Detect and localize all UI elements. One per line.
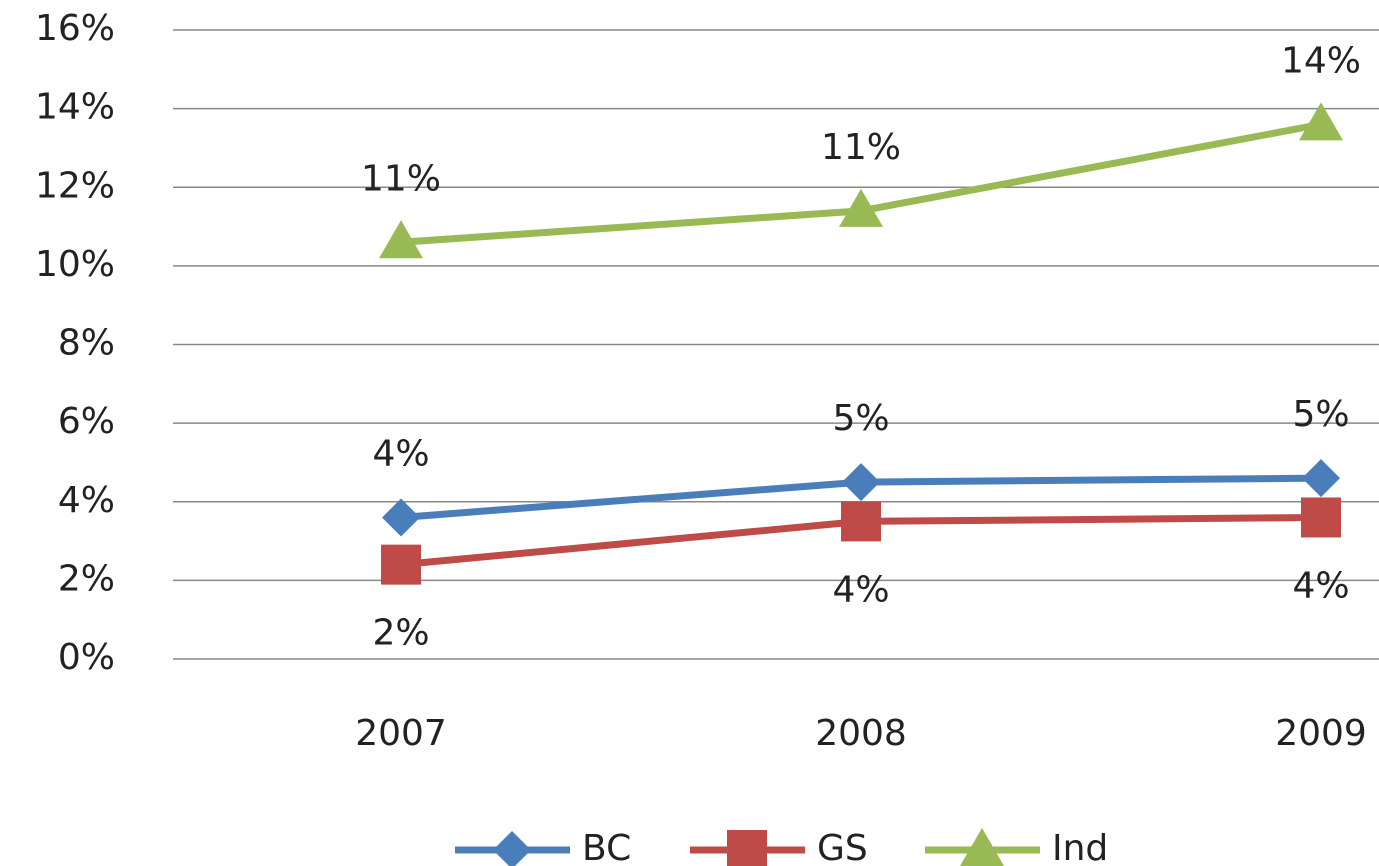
y-tick-label: 12% <box>35 165 115 206</box>
x-tick-label: 2009 <box>1275 713 1367 754</box>
data-label: 4% <box>1292 565 1349 606</box>
y-tick-label: 0% <box>58 637 115 678</box>
marker <box>1299 102 1343 141</box>
marker <box>381 544 421 585</box>
data-label: 5% <box>832 398 889 439</box>
data-label: 11% <box>821 127 901 168</box>
y-tick-label: 4% <box>58 480 115 521</box>
y-tick-label: 16% <box>35 8 115 49</box>
marker <box>379 220 423 259</box>
data-label: 5% <box>1292 394 1349 435</box>
marker <box>842 463 880 502</box>
marker <box>382 498 420 537</box>
legend-marker <box>960 828 1004 866</box>
legend-label: GS <box>817 828 868 866</box>
legend-label: BC <box>582 828 631 866</box>
marker <box>1302 459 1340 498</box>
y-tick-label: 14% <box>35 87 115 128</box>
data-label: 11% <box>361 158 441 199</box>
marker <box>841 501 881 542</box>
x-tick-label: 2008 <box>815 713 907 754</box>
legend-marker <box>493 831 531 866</box>
x-tick-label: 2007 <box>355 713 447 754</box>
marker <box>1301 497 1341 538</box>
y-tick-label: 6% <box>58 401 115 442</box>
y-tick-label: 10% <box>35 244 115 285</box>
data-label: 4% <box>832 569 889 610</box>
marker <box>839 188 883 227</box>
data-label: 2% <box>372 613 429 654</box>
y-tick-label: 2% <box>58 558 115 599</box>
legend-marker <box>727 830 767 866</box>
data-label: 14% <box>1281 40 1361 81</box>
data-label: 4% <box>372 433 429 474</box>
legend-label: Ind <box>1052 828 1108 866</box>
y-tick-label: 8% <box>58 323 115 364</box>
